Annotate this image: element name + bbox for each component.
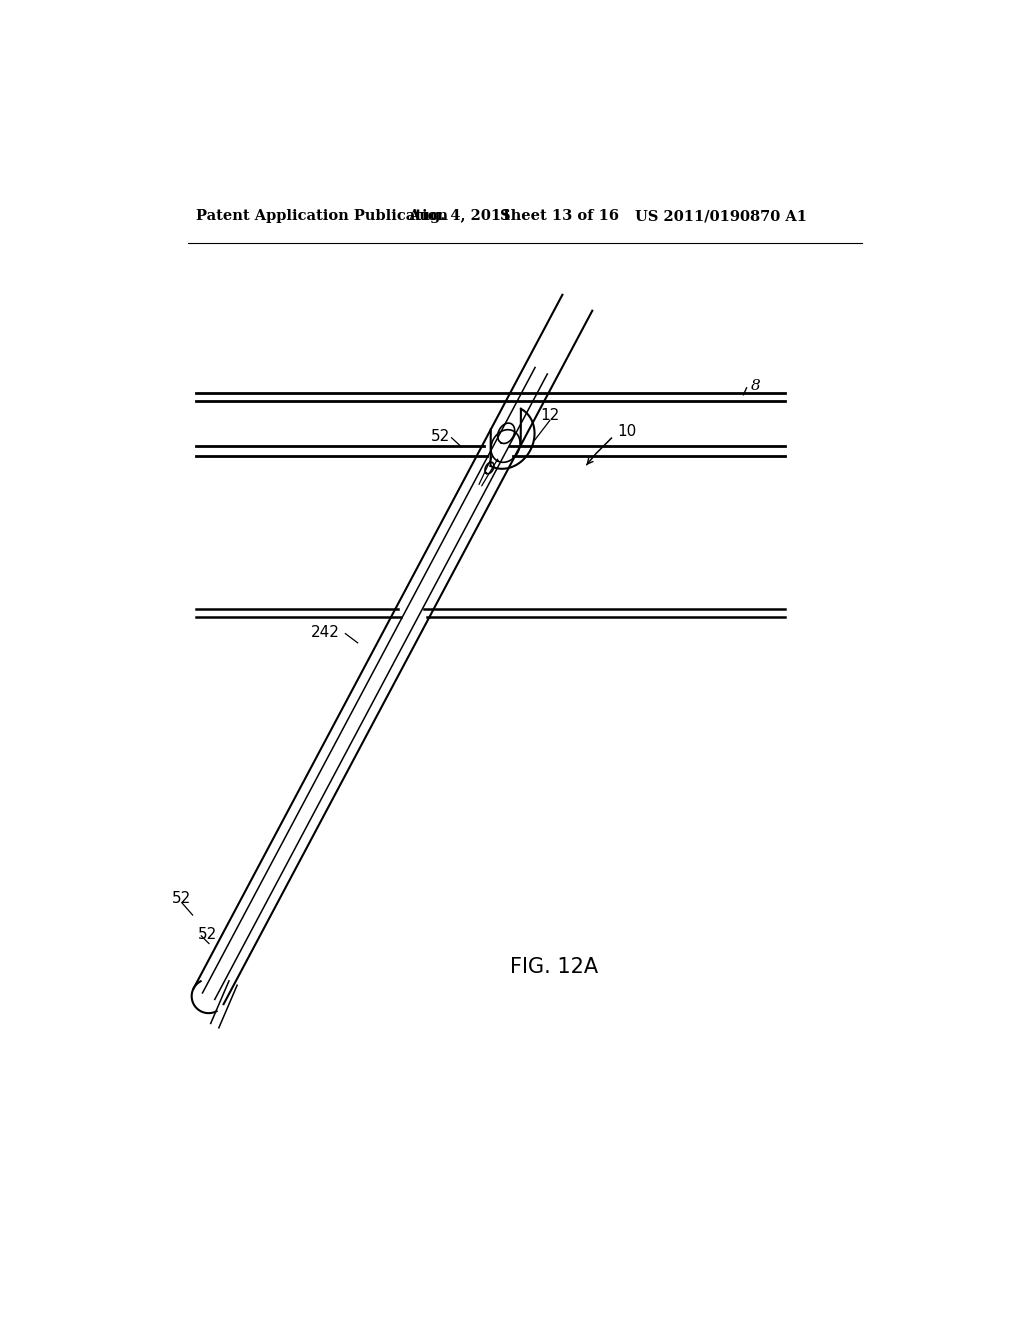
Text: 52: 52: [198, 927, 217, 942]
Text: 242: 242: [311, 624, 340, 640]
Text: 52: 52: [431, 429, 450, 444]
Text: 12: 12: [541, 408, 559, 422]
Text: Sheet 13 of 16: Sheet 13 of 16: [500, 209, 620, 223]
Text: Patent Application Publication: Patent Application Publication: [196, 209, 449, 223]
Text: US 2011/0190870 A1: US 2011/0190870 A1: [635, 209, 807, 223]
Text: Aug. 4, 2011: Aug. 4, 2011: [408, 209, 511, 223]
Text: 52: 52: [172, 891, 191, 906]
Text: 10: 10: [616, 425, 636, 440]
Text: FIG. 12A: FIG. 12A: [510, 957, 598, 977]
Text: 8: 8: [751, 379, 760, 392]
